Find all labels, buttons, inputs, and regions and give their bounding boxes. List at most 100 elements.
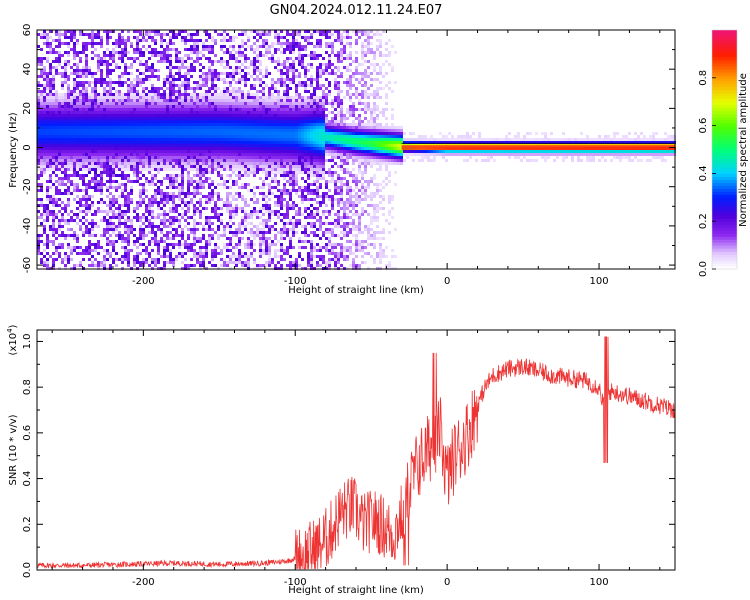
heatmap-cell <box>40 147 43 150</box>
heatmap-cell <box>133 138 136 141</box>
heatmap-cell <box>121 135 124 138</box>
heatmap-cell <box>193 108 196 111</box>
heatmap-cell <box>130 165 133 168</box>
heatmap-cell <box>205 111 208 114</box>
heatmap-cell <box>88 138 91 141</box>
heatmap-cell <box>166 48 169 51</box>
heatmap-cell <box>70 90 73 93</box>
heatmap-cell <box>112 93 115 96</box>
heatmap-cell <box>166 147 169 150</box>
heatmap-cell <box>94 102 97 105</box>
heatmap-cell <box>268 72 271 75</box>
heatmap-cell <box>271 120 274 123</box>
heatmap-cell <box>244 33 247 36</box>
heatmap-cell <box>46 168 49 171</box>
heatmap-cell <box>259 243 262 246</box>
heatmap-cell <box>172 204 175 207</box>
heatmap-cell <box>166 249 169 252</box>
heatmap-cell <box>70 153 73 156</box>
heatmap-cell <box>217 123 220 126</box>
heatmap-cell <box>214 102 217 105</box>
heatmap-cell <box>103 219 106 222</box>
heatmap-cell <box>64 141 67 144</box>
heatmap-cell <box>88 96 91 99</box>
heatmap-cell <box>76 147 79 150</box>
heatmap-cell <box>208 192 211 195</box>
heatmap-cell <box>217 144 220 147</box>
heatmap-cell <box>301 63 304 66</box>
heatmap-cell <box>79 159 82 162</box>
heatmap-cell <box>67 42 70 45</box>
heatmap-cell <box>295 222 298 225</box>
heatmap-cell <box>91 33 94 36</box>
heatmap-cell <box>151 90 154 93</box>
heatmap-cell <box>289 114 292 117</box>
heatmap-cell <box>283 78 286 81</box>
heatmap-cell <box>160 141 163 144</box>
heatmap-cell <box>166 135 169 138</box>
heatmap-cell <box>289 219 292 222</box>
heatmap-cell <box>169 39 172 42</box>
heatmap-cell <box>109 144 112 147</box>
heatmap-cell <box>43 102 46 105</box>
heatmap-cell <box>265 159 268 162</box>
heatmap-cell <box>283 60 286 63</box>
heatmap-cell <box>85 69 88 72</box>
heatmap-cell <box>76 114 79 117</box>
heatmap-cell <box>298 252 301 255</box>
heatmap-cell <box>214 96 217 99</box>
heatmap-cell <box>52 135 55 138</box>
heatmap-cell <box>223 60 226 63</box>
heatmap-cell <box>277 81 280 84</box>
heatmap-cell <box>148 150 151 153</box>
heatmap-cell <box>256 168 259 171</box>
heatmap-cell <box>46 75 49 78</box>
heatmap-cell <box>64 96 67 99</box>
heatmap-cell <box>235 150 238 153</box>
heatmap-cell <box>139 48 142 51</box>
heatmap-cell <box>49 159 52 162</box>
heatmap-cell <box>205 216 208 219</box>
heatmap-cell <box>205 159 208 162</box>
heatmap-cell <box>118 258 121 261</box>
heatmap-cell <box>142 120 145 123</box>
heatmap-cell <box>235 60 238 63</box>
heatmap-cell <box>271 165 274 168</box>
heatmap-cell <box>265 123 268 126</box>
heatmap-cell <box>106 84 109 87</box>
heatmap-cell <box>256 159 259 162</box>
heatmap-cell <box>280 219 283 222</box>
heatmap-cell <box>250 87 253 90</box>
heatmap-cell <box>196 186 199 189</box>
heatmap-cell <box>238 147 241 150</box>
heatmap-cell <box>37 111 40 114</box>
heatmap-cell <box>43 156 46 159</box>
heatmap-cell <box>79 165 82 168</box>
heatmap-cell <box>211 189 214 192</box>
heatmap-cell <box>97 180 100 183</box>
heatmap-cell <box>196 105 199 108</box>
heatmap-cell <box>208 147 211 150</box>
heatmap-cell <box>217 75 220 78</box>
heatmap-cell <box>241 99 244 102</box>
heatmap-cell <box>241 45 244 48</box>
heatmap-cell <box>247 90 250 93</box>
heatmap-cell <box>136 117 139 120</box>
heatmap-cell <box>109 111 112 114</box>
heatmap-cell <box>106 129 109 132</box>
heatmap-cell <box>127 141 130 144</box>
heatmap-cell <box>232 120 235 123</box>
heatmap-cell <box>181 147 184 150</box>
heatmap-cell <box>226 87 229 90</box>
heatmap-cell <box>115 240 118 243</box>
heatmap-cell <box>283 159 286 162</box>
heatmap-cell <box>130 72 133 75</box>
heatmap-cell <box>253 225 256 228</box>
heatmap-cell <box>193 99 196 102</box>
heatmap-cell <box>217 138 220 141</box>
heatmap-cell <box>214 108 217 111</box>
heatmap-cell <box>208 228 211 231</box>
heatmap-cell <box>49 168 52 171</box>
heatmap-cell <box>289 99 292 102</box>
heatmap-cell <box>262 228 265 231</box>
